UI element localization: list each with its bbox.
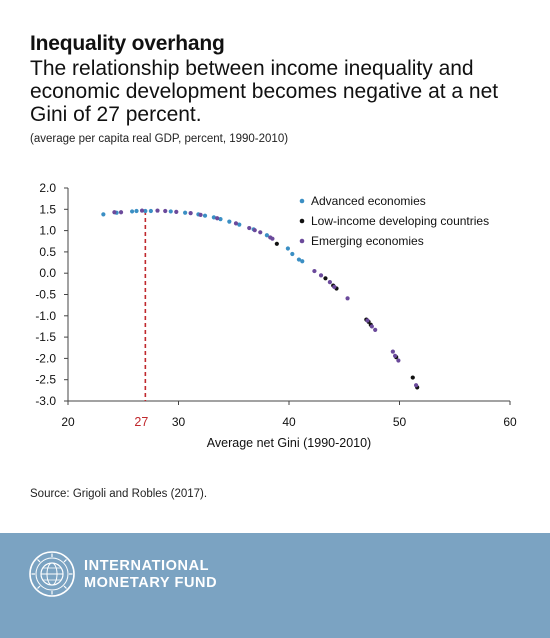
point-advanced-economies	[134, 208, 139, 214]
point-low-income-developing-countries	[323, 276, 328, 281]
point-advanced-economies	[211, 215, 216, 220]
point-emerging-economies	[233, 221, 239, 226]
point-emerging-economies	[155, 208, 160, 213]
point-emerging-economies	[396, 358, 401, 363]
point-emerging-economies	[369, 324, 374, 329]
y-tick-label: -1.5	[35, 330, 56, 344]
point-emerging-economies	[327, 280, 332, 285]
point-advanced-economies	[148, 208, 153, 214]
point-advanced-economies	[183, 210, 188, 215]
axes: 2.0 1.5 1.0 0.5 0.0 -0.5 -1.0 -1.5 -2.0 -2.5 -3.0 2…	[35, 181, 517, 429]
point-advanced-economies	[285, 246, 290, 251]
point-emerging-economies	[188, 211, 193, 216]
point-emerging-economies	[163, 208, 168, 214]
legend-marker-emerging-economies	[299, 238, 305, 244]
point-advanced-economies	[264, 233, 269, 238]
point-advanced-economies	[129, 209, 135, 214]
point-advanced-economies	[296, 257, 302, 262]
chart-title: Inequality overhang	[30, 32, 225, 55]
point-emerging-economies	[247, 225, 252, 231]
point-advanced-economies	[300, 259, 305, 264]
point-advanced-economies	[202, 213, 208, 218]
point-emerging-economies	[174, 209, 179, 214]
org-name-line2: MONETARY FUND	[84, 575, 218, 591]
legend-marker-low-income-developing-countries	[299, 218, 305, 224]
org-name-line1: INTERNATIONAL	[84, 558, 210, 574]
point-advanced-economies	[290, 251, 295, 257]
point-emerging-economies	[198, 212, 203, 217]
legend-label-emerging-economies: Emerging economies	[311, 234, 424, 248]
point-emerging-economies	[365, 318, 370, 323]
point-emerging-economies	[318, 273, 324, 278]
x-tick-label: 20	[61, 415, 75, 429]
legend: Advanced economies Low-income developing …	[299, 194, 489, 248]
point-advanced-economies	[227, 219, 232, 224]
x-axis-label: Average net Gini (1990-2010)	[207, 436, 371, 450]
point-emerging-economies	[413, 383, 419, 388]
y-tick-label: 1.0	[39, 224, 56, 238]
threshold-marker: 27	[134, 211, 148, 429]
imf-seal-icon	[29, 551, 75, 597]
chart-note: (average per capita real GDP, percent, 1…	[30, 133, 289, 145]
point-emerging-economies	[270, 236, 275, 241]
y-tick-label: -1.0	[35, 309, 56, 323]
point-emerging-economies	[118, 210, 124, 215]
scatter-chart: 2.0 1.5 1.0 0.5 0.0 -0.5 -1.0 -1.5 -2.0 -2.5 -3.0 2…	[35, 181, 517, 450]
point-emerging-economies	[345, 296, 350, 301]
threshold-label: 27	[134, 415, 148, 429]
point-low-income-developing-countries	[410, 375, 415, 380]
x-tick-label: 40	[282, 415, 296, 429]
chart-subtitle: The relationship between income inequali…	[30, 57, 499, 126]
point-emerging-economies	[390, 349, 395, 354]
point-emerging-economies	[332, 284, 337, 289]
y-tick-label: 2.0	[39, 181, 56, 195]
x-tick-label: 50	[393, 415, 407, 429]
y-tick-label: -0.5	[35, 288, 56, 302]
source-note: Source: Grigoli and Robles (2017).	[30, 488, 208, 500]
point-emerging-economies	[112, 210, 117, 215]
point-emerging-economies	[215, 216, 220, 221]
y-tick-label: -2.5	[35, 373, 56, 387]
legend-marker-advanced-economies	[299, 198, 305, 204]
y-tick-label: 0.0	[39, 266, 56, 280]
point-advanced-economies	[237, 222, 242, 227]
x-tick-label: 30	[172, 415, 186, 429]
y-tick-label: -2.0	[35, 351, 56, 365]
point-emerging-economies	[258, 230, 263, 235]
point-emerging-economies	[392, 353, 398, 358]
point-advanced-economies	[218, 216, 223, 222]
point-advanced-economies	[143, 208, 148, 214]
legend-label-low-income-developing-countries: Low-income developing countries	[311, 214, 489, 228]
footer-banner: INTERNATIONAL MONETARY FUND	[0, 533, 550, 638]
point-advanced-economies	[168, 209, 173, 214]
y-tick-label: 1.5	[39, 202, 56, 216]
y-tick-label: -3.0	[35, 394, 56, 408]
point-emerging-economies	[312, 268, 317, 274]
legend-label-advanced-economies: Advanced economies	[311, 194, 426, 208]
point-emerging-economies	[373, 327, 378, 332]
x-tick-label: 60	[503, 415, 517, 429]
chart-header: Inequality overhang The relationship bet…	[30, 32, 530, 146]
point-emerging-economies	[252, 228, 257, 233]
data-points	[101, 208, 420, 390]
point-advanced-economies	[101, 212, 106, 217]
point-emerging-economies	[139, 208, 145, 213]
point-low-income-developing-countries	[274, 241, 279, 246]
y-tick-label: 0.5	[39, 245, 56, 259]
